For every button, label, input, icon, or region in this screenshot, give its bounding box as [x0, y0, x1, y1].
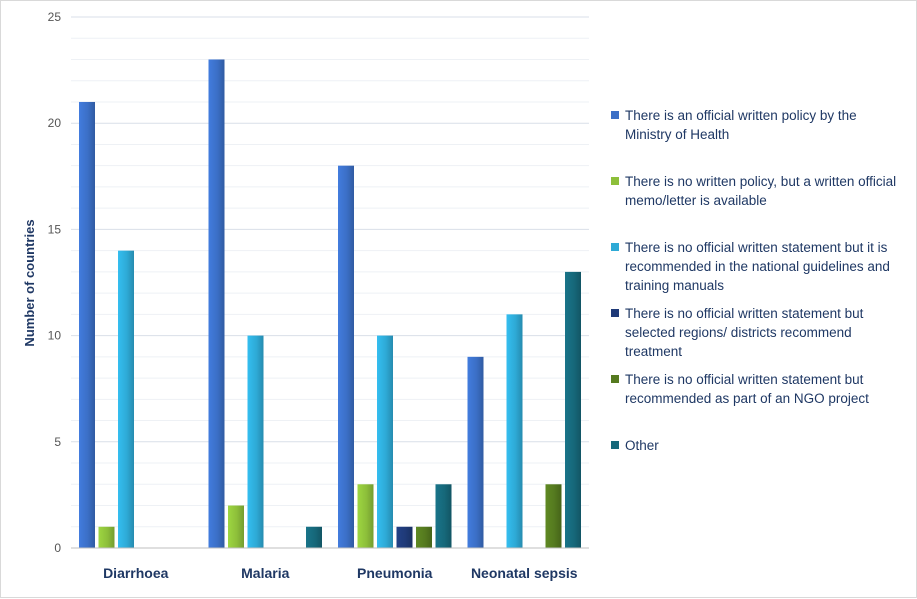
y-tick-label: 20 — [48, 116, 62, 130]
legend-label: There is no official written statement b… — [625, 240, 890, 293]
legend-swatch — [611, 111, 619, 119]
bar-malaria-series-3 — [247, 335, 264, 548]
legend-label: There is an official written policy by t… — [625, 108, 857, 142]
bar-malaria-series-1 — [208, 59, 225, 548]
legend-swatch — [611, 309, 619, 317]
legend-swatch — [611, 441, 619, 449]
legend-swatch — [611, 177, 619, 185]
legend-label: There is no official written statement b… — [625, 372, 869, 406]
legend-label: There is no written policy, but a writte… — [625, 174, 897, 208]
legend-label: There is no official written statement b… — [625, 306, 864, 359]
bar-pneumonia-series-6 — [435, 484, 452, 548]
y-tick-label: 15 — [48, 222, 62, 236]
bar-malaria-series-6 — [306, 526, 322, 548]
y-tick-label: 10 — [48, 329, 62, 343]
x-category-label: Pneumonia — [357, 565, 433, 581]
y-axis-title: Number of countries — [22, 219, 37, 346]
bar-malaria-series-2 — [228, 505, 244, 548]
bar-neonatal-sepsis-series-3 — [506, 314, 523, 548]
bar-neonatal-sepsis-series-6 — [565, 271, 581, 548]
y-tick-label: 0 — [54, 541, 61, 555]
legend-item: There is no official written statement b… — [611, 238, 901, 295]
legend-item: There is no official written statement b… — [611, 370, 901, 408]
bars — [79, 59, 581, 549]
bar-pneumonia-series-5 — [416, 526, 432, 548]
x-category-label: Diarrhoea — [103, 565, 169, 581]
bar-diarrhoea-series-3 — [118, 250, 134, 548]
bar-diarrhoea-series-1 — [79, 101, 95, 549]
bar-pneumonia-series-4 — [396, 526, 413, 548]
legend-item: Other — [611, 436, 901, 455]
legend-item: There is no written policy, but a writte… — [611, 172, 901, 210]
bar-pneumonia-series-3 — [377, 335, 393, 548]
legend-label: Other — [625, 438, 659, 453]
bar-neonatal-sepsis-series-5 — [545, 484, 562, 548]
bar-pneumonia-series-2 — [357, 484, 374, 548]
legend-item: There is an official written policy by t… — [611, 106, 901, 144]
x-category-label: Neonatal sepsis — [471, 565, 578, 581]
gridlines — [71, 16, 589, 549]
x-axis-categories: Diarrhoea Malaria Pneumonia Neonatal sepsis — [103, 565, 578, 581]
y-tick-label: 25 — [48, 10, 62, 24]
x-category-label: Malaria — [241, 565, 289, 581]
bar-diarrhoea-series-2 — [98, 526, 115, 548]
bar-pneumonia-series-1 — [338, 165, 354, 548]
legend-swatch — [611, 243, 619, 251]
y-tick-label: 5 — [54, 435, 61, 449]
y-axis-ticks: 0 5 10 15 20 25 — [48, 10, 62, 555]
legend-item: There is no official written statement b… — [611, 304, 901, 361]
legend-swatch — [611, 375, 619, 383]
bar-neonatal-sepsis-series-1 — [467, 356, 484, 548]
